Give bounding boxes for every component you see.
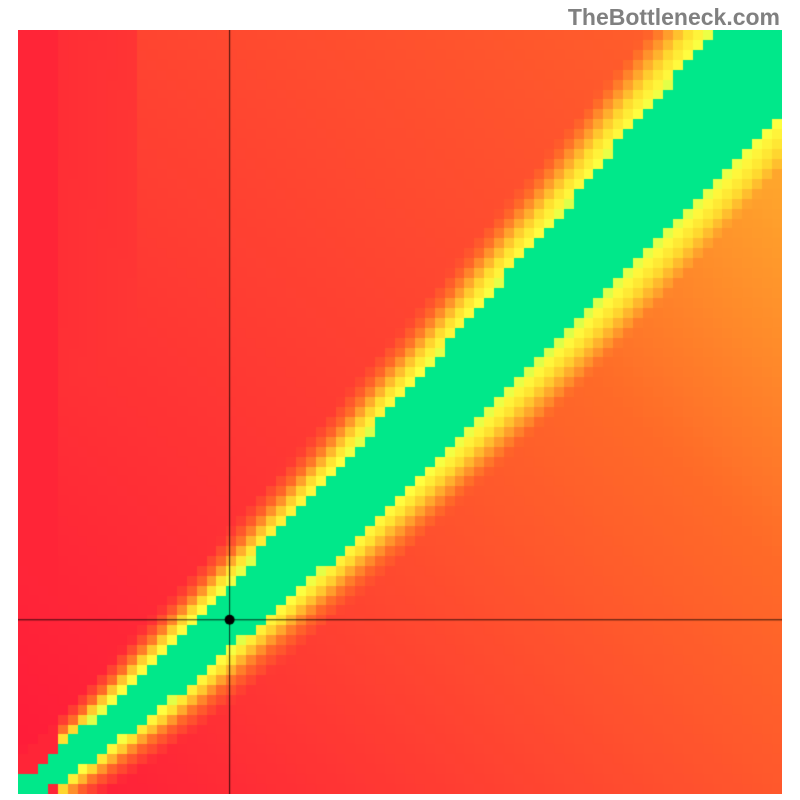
heatmap-canvas xyxy=(18,30,782,794)
watermark-text: TheBottleneck.com xyxy=(568,4,780,31)
chart-container: TheBottleneck.com xyxy=(0,0,800,800)
